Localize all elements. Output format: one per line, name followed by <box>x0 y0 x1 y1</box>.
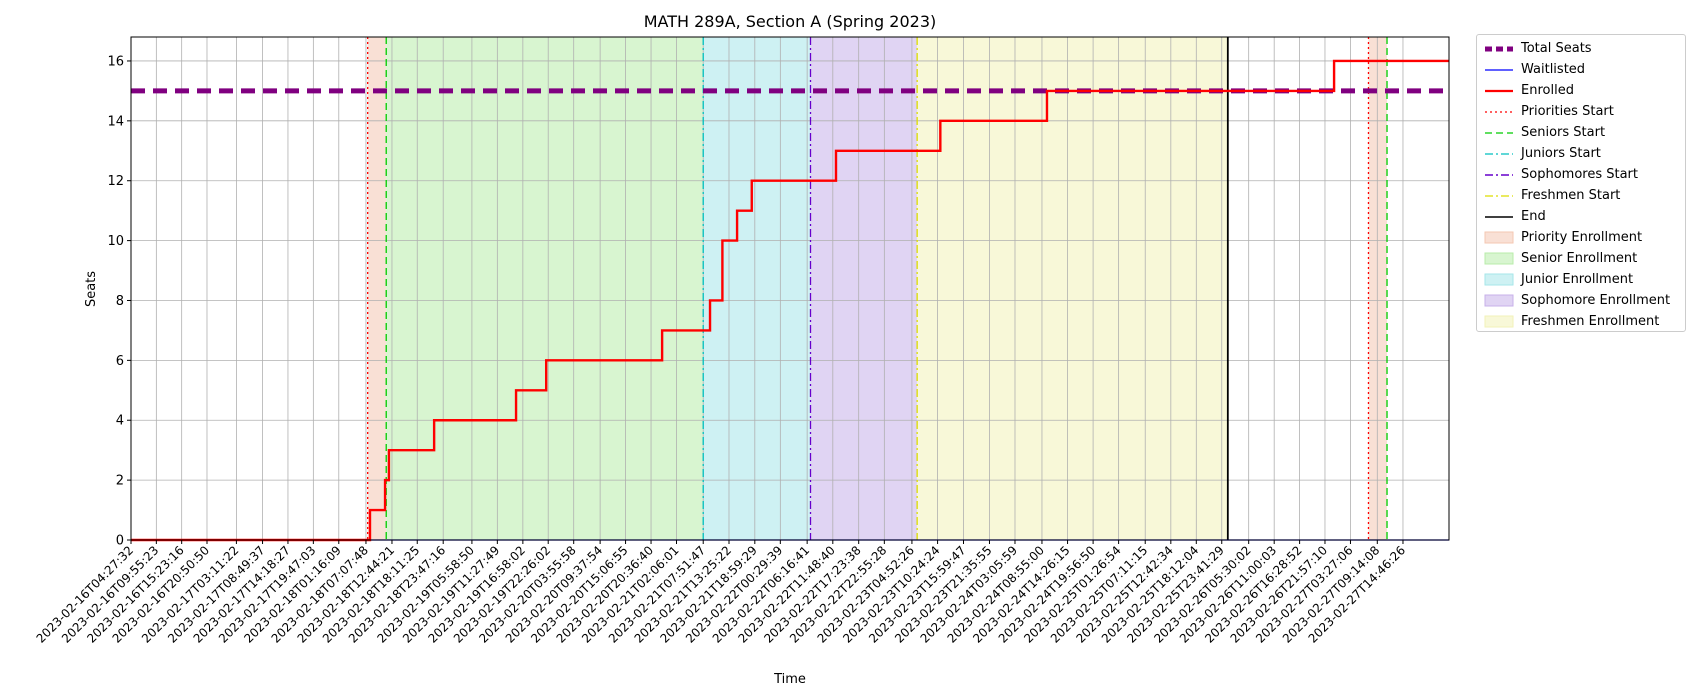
chart-title: MATH 289A, Section A (Spring 2023) <box>644 12 937 31</box>
legend-label: Priority Enrollment <box>1521 230 1643 245</box>
legend-swatch <box>1484 315 1514 328</box>
start-markers <box>367 37 1388 540</box>
legend-item-freshmen-start: Freshmen Start <box>1477 186 1685 206</box>
y-tick-label-5: 10 <box>107 234 124 249</box>
legend-swatch <box>1485 216 1513 218</box>
legend-item-sophomore-enrollment: Sophomore Enrollment <box>1477 291 1685 311</box>
legend-item-priorities-start: Priorities Start <box>1477 102 1685 122</box>
legend-swatch <box>1485 69 1513 71</box>
legend-label: Seniors Start <box>1521 125 1606 140</box>
legend-label: Juniors Start <box>1521 146 1601 161</box>
y-tick-label-8: 16 <box>107 54 124 69</box>
legend-label: Sophomore Enrollment <box>1521 293 1671 308</box>
legend-item-juniors-start: Juniors Start <box>1477 144 1685 164</box>
enrollment-period-spans <box>367 37 1388 540</box>
legend-item-end: End <box>1477 207 1685 227</box>
legend-item-sophomores-start: Sophomores Start <box>1477 165 1685 185</box>
legend-item-seniors-start: Seniors Start <box>1477 123 1685 143</box>
legend-label: End <box>1521 209 1546 224</box>
y-tick-label-1: 2 <box>116 474 124 489</box>
legend-item-waitlisted: Waitlisted <box>1477 60 1685 80</box>
series-enrolled <box>131 59 1449 542</box>
y-tick-label-6: 12 <box>107 174 124 189</box>
span-senior-enrollment-2 <box>386 37 704 540</box>
y-tick-label-7: 14 <box>107 114 124 129</box>
y-tick-label-0: 0 <box>116 534 124 549</box>
legend-item-enrolled: Enrolled <box>1477 81 1685 101</box>
span-priority-enrollment-0 <box>367 37 387 540</box>
plot-frame <box>130 36 1450 541</box>
span-sophomore-enrollment-4 <box>810 37 918 540</box>
legend-item-priority-enrollment: Priority Enrollment <box>1477 228 1685 248</box>
legend-item-total-seats: Total Seats <box>1477 39 1685 59</box>
legend-label: Enrolled <box>1521 83 1574 98</box>
chart-legend: Total Seats Waitlisted Enrolled Priorities … <box>1476 34 1686 332</box>
legend-swatch <box>1485 89 1513 93</box>
legend-swatch <box>1485 174 1513 176</box>
y-axis-ticks: 0 2 4 6 8 10 12 14 16 <box>107 54 131 549</box>
y-tick-label-2: 4 <box>116 414 124 429</box>
legend-swatch <box>1484 273 1514 286</box>
y-tick-label-4: 8 <box>116 294 124 309</box>
legend-label: Total Seats <box>1521 41 1592 56</box>
legend-swatch <box>1484 231 1514 244</box>
legend-swatch <box>1485 153 1513 155</box>
span-priority-enrollment-1 <box>1368 37 1388 540</box>
grid-lines <box>130 37 1449 541</box>
legend-swatch <box>1485 46 1513 52</box>
legend-label: Waitlisted <box>1521 62 1586 77</box>
legend-label: Freshmen Enrollment <box>1521 314 1660 329</box>
legend-swatch <box>1484 252 1514 265</box>
y-tick-label-3: 6 <box>116 354 124 369</box>
legend-item-junior-enrollment: Junior Enrollment <box>1477 270 1685 290</box>
legend-item-freshmen-enrollment: Freshmen Enrollment <box>1477 312 1685 332</box>
legend-label: Sophomores Start <box>1521 167 1638 182</box>
legend-swatch <box>1484 294 1514 307</box>
legend-label: Junior Enrollment <box>1521 272 1634 287</box>
x-axis-label: Time <box>773 672 806 687</box>
legend-item-senior-enrollment: Senior Enrollment <box>1477 249 1685 269</box>
legend-label: Freshmen Start <box>1521 188 1621 203</box>
y-axis-label: Seats <box>84 271 99 307</box>
legend-swatch <box>1485 195 1513 197</box>
legend-swatch <box>1485 132 1513 134</box>
legend-label: Senior Enrollment <box>1521 251 1638 266</box>
x-axis-ticks: 2023-02-16T04:27:322023-02-16T09:55:2320… <box>34 540 1408 646</box>
span-junior-enrollment-3 <box>703 37 811 540</box>
legend-label: Priorities Start <box>1521 104 1614 119</box>
legend-swatch <box>1485 111 1513 113</box>
